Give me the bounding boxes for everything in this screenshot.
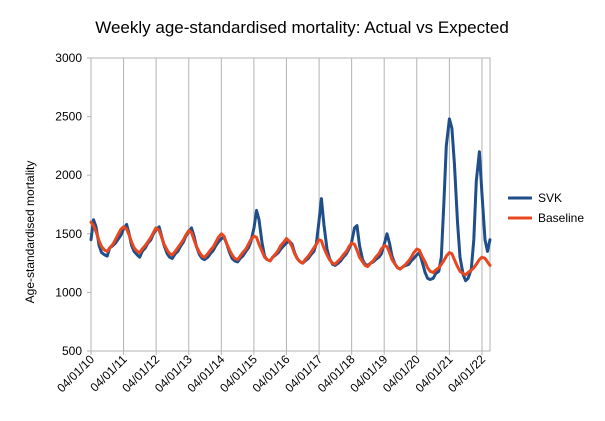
legend: SVK Baseline (508, 191, 584, 225)
plot-frame (90, 57, 491, 352)
series-lines (89, 117, 492, 283)
y-tick-label: 2500 (55, 110, 82, 124)
series-line-baseline (89, 220, 492, 277)
legend-label-baseline: Baseline (538, 211, 584, 225)
series-line-svk (89, 117, 492, 283)
y-tick-label: 500 (62, 344, 82, 358)
y-tick-label: 1500 (55, 227, 82, 241)
y-axis-label: Age-standardised mortality (23, 161, 37, 304)
y-tick-label: 2000 (55, 168, 82, 182)
chart-title: Weekly age-standardised mortality: Actua… (95, 18, 509, 37)
legend-label-svk: SVK (538, 191, 562, 205)
x-tick-labels: 04/01/1004/01/1104/01/1204/01/1304/01/14… (54, 352, 488, 395)
axes (87, 57, 491, 355)
grid-lines (90, 58, 483, 351)
y-tick-label: 1000 (55, 285, 82, 299)
y-tick-label: 3000 (55, 51, 82, 65)
y-tick-labels: 500 1000 1500 2000 2500 3000 (55, 51, 82, 358)
